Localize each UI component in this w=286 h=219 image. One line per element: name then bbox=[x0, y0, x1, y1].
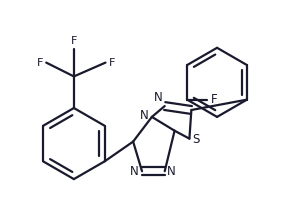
Text: F: F bbox=[108, 58, 115, 68]
Text: S: S bbox=[192, 133, 200, 146]
Text: N: N bbox=[140, 110, 149, 122]
Text: N: N bbox=[154, 91, 163, 104]
Text: F: F bbox=[211, 93, 217, 106]
Text: F: F bbox=[37, 58, 43, 68]
Text: N: N bbox=[130, 165, 139, 178]
Text: N: N bbox=[167, 165, 175, 178]
Text: F: F bbox=[71, 36, 77, 46]
